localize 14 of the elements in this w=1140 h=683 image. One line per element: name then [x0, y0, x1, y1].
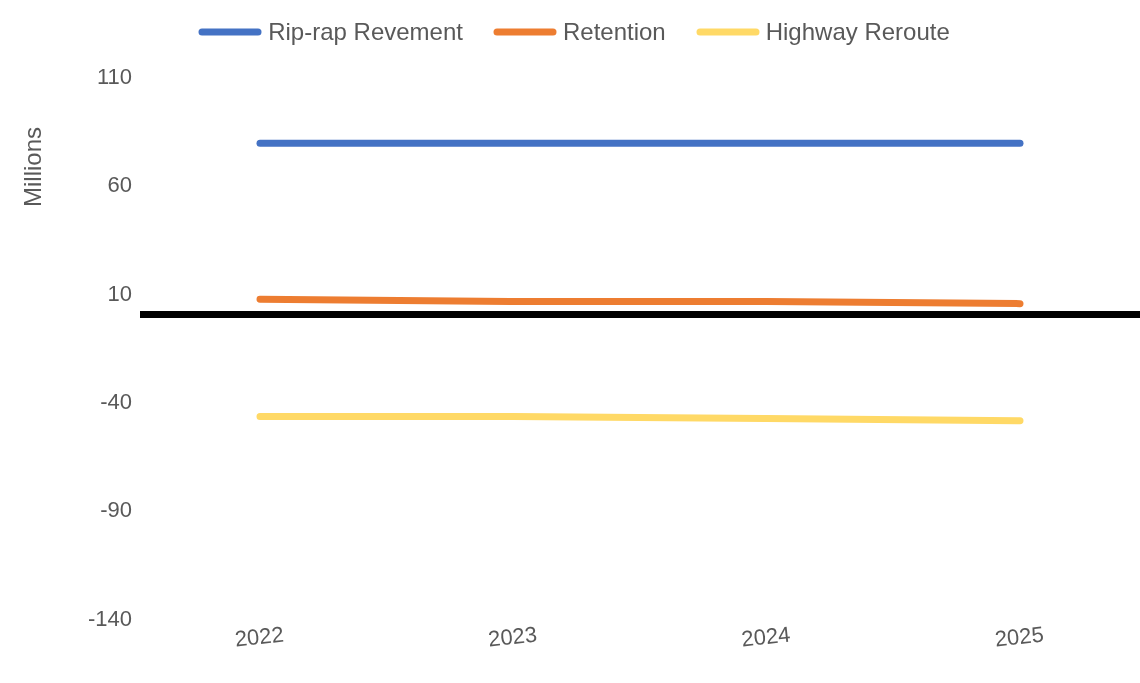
y-tick-label: -40 — [100, 389, 132, 415]
y-axis-title: Millions — [18, 126, 46, 208]
y-tick-label: 110 — [96, 63, 132, 89]
legend-label: Highway Reroute — [765, 18, 950, 46]
legend-label: Retention — [562, 18, 666, 46]
legend-label: Rip-rap Revement — [268, 18, 463, 46]
y-tick-label: -90 — [100, 497, 132, 523]
x-tick-label: 2024 — [740, 621, 792, 652]
x-tick-label: 2023 — [486, 621, 539, 652]
y-tick-label: 10 — [107, 280, 132, 306]
x-tick-label: 2025 — [993, 621, 1045, 652]
y-tick-label: 60 — [107, 172, 132, 198]
x-tick-label: 2022 — [233, 621, 285, 652]
y-tick-label: -140 — [87, 605, 132, 631]
